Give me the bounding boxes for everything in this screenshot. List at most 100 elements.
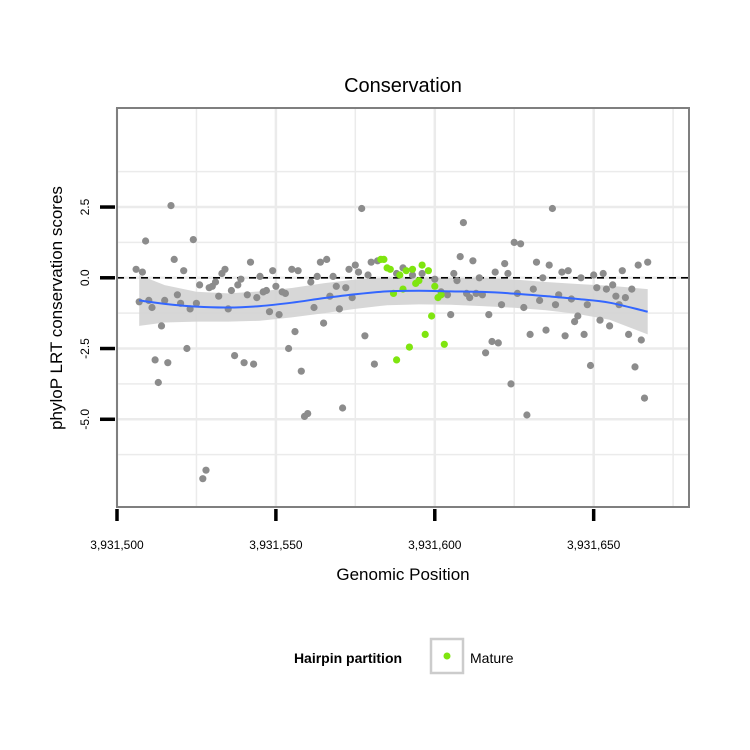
data-point [370, 360, 378, 368]
data-point [132, 265, 140, 273]
legend-title: Hairpin partition [294, 650, 402, 666]
data-point [339, 404, 347, 412]
data-point [253, 294, 261, 302]
data-point [234, 281, 242, 289]
data-point [526, 330, 534, 338]
data-point-mature [424, 267, 432, 275]
data-point [211, 278, 220, 286]
x-axis-ticks: 3,931,500 3,931,550 3,931,600 3,931,650 [90, 509, 621, 552]
y-tick-label: -2.5 [78, 338, 92, 359]
data-point [227, 286, 235, 295]
data-point [491, 268, 499, 276]
data-point [564, 267, 572, 275]
data-point [138, 268, 146, 276]
data-point [577, 274, 585, 282]
data-point [574, 312, 582, 320]
data-point [520, 303, 528, 312]
data-point-mature [440, 340, 448, 348]
data-point [313, 272, 321, 280]
y-tick-label: 2.5 [78, 198, 92, 215]
data-point-mature [437, 291, 445, 299]
data-point [224, 305, 232, 313]
data-point [151, 356, 159, 364]
data-point [192, 299, 200, 307]
data-point [250, 360, 258, 368]
data-point [485, 311, 493, 319]
data-point [408, 271, 417, 279]
data-point-mature [428, 312, 436, 320]
legend-key-mature-dot [443, 652, 451, 660]
data-point [196, 281, 204, 289]
data-point [354, 268, 363, 276]
data-point [609, 281, 617, 289]
y-tick-label: -5.0 [78, 409, 92, 430]
data-point [215, 292, 223, 300]
data-point [450, 269, 458, 278]
data-point-mature [380, 255, 388, 263]
legend: Hairpin partition Mature [294, 637, 514, 675]
data-point [523, 411, 531, 419]
data-point [532, 258, 541, 266]
data-point [551, 301, 560, 309]
data-point [316, 258, 324, 266]
data-point [157, 322, 166, 330]
data-point [599, 269, 607, 278]
data-point [189, 236, 197, 244]
data-point [307, 278, 315, 286]
data-point [494, 339, 502, 347]
data-point [240, 359, 248, 367]
data-point [586, 361, 595, 370]
data-point [262, 286, 270, 295]
data-point [358, 204, 366, 213]
data-point-mature [431, 282, 439, 290]
data-point [558, 268, 566, 276]
legend-entry-mature: Mature [470, 650, 514, 666]
data-point [288, 265, 296, 273]
x-tick-label: 3,931,650 [567, 538, 621, 552]
data-point [342, 284, 350, 292]
data-point [148, 303, 156, 312]
data-point [183, 344, 191, 353]
data-point [329, 272, 337, 280]
data-point [361, 332, 369, 340]
data-point-mature [396, 271, 404, 279]
data-point [618, 267, 626, 275]
data-point [291, 328, 299, 336]
data-point [142, 237, 150, 245]
data-point [510, 238, 518, 246]
data-point [237, 275, 245, 283]
data-point [443, 291, 452, 299]
points-series-other [132, 202, 652, 483]
data-point [536, 296, 544, 304]
data-point [561, 332, 569, 340]
x-tick-label: 3,931,500 [90, 538, 144, 552]
data-point [517, 240, 525, 248]
data-point [466, 294, 474, 302]
data-point [320, 319, 328, 327]
data-point [231, 352, 239, 360]
data-point-mature [405, 343, 413, 351]
data-point [272, 282, 280, 290]
data-point [367, 258, 375, 266]
data-point [545, 261, 553, 269]
data-point [418, 269, 426, 278]
data-point [256, 272, 264, 280]
data-point [644, 258, 652, 266]
data-point [170, 255, 178, 263]
data-point [332, 282, 340, 290]
x-axis-title: Genomic Position [336, 565, 469, 584]
data-point [447, 311, 455, 319]
data-point [631, 363, 639, 371]
data-point [475, 274, 483, 282]
chart-title: Conservation [344, 75, 462, 97]
data-point [482, 349, 490, 357]
data-point [596, 316, 604, 324]
data-point [456, 253, 464, 261]
data-point [625, 330, 633, 338]
data-point [539, 274, 547, 282]
data-point [199, 475, 207, 483]
data-point [497, 301, 506, 309]
data-point [606, 322, 614, 330]
data-point [269, 267, 277, 275]
